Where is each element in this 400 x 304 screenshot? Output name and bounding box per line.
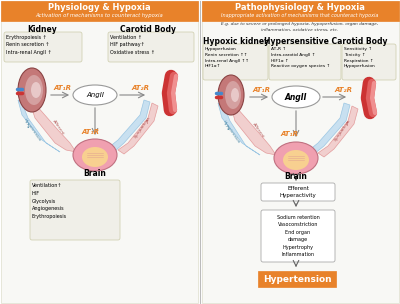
Text: Inappropriate activation of mechanisms that counteract hypoxia: Inappropriate activation of mechanisms t…	[221, 12, 379, 18]
Text: Erythropoiesis ↑
Renin secretion ↑
Intra-renal AngII ↑: Erythropoiesis ↑ Renin secretion ↑ Intra…	[6, 35, 52, 55]
Text: Kidney: Kidney	[27, 25, 57, 34]
FancyBboxPatch shape	[108, 32, 194, 62]
FancyBboxPatch shape	[261, 210, 335, 262]
FancyBboxPatch shape	[1, 1, 198, 303]
Polygon shape	[108, 100, 150, 152]
Polygon shape	[308, 103, 350, 154]
Text: Afferent: Afferent	[251, 122, 265, 138]
Text: AT₂R: AT₂R	[334, 87, 352, 93]
Ellipse shape	[18, 68, 46, 112]
Text: AngII: AngII	[86, 92, 104, 98]
Polygon shape	[231, 106, 276, 155]
Ellipse shape	[274, 142, 318, 174]
Ellipse shape	[25, 75, 43, 105]
Text: Efferent
Hyperactivity: Efferent Hyperactivity	[280, 186, 316, 198]
Text: Hypotension: Hypotension	[22, 118, 42, 142]
Text: AT₁R: AT₁R	[280, 131, 298, 137]
Text: ↑: ↑	[145, 119, 149, 125]
Text: Pathophysiology & Hypoxia: Pathophysiology & Hypoxia	[235, 4, 365, 12]
Text: Hypertension: Hypertension	[263, 275, 331, 284]
Text: Hypoperfusion
Renin secretion ↑↑
Intra-renal AngII ↑↑
HIF1α↑: Hypoperfusion Renin secretion ↑↑ Intra-r…	[205, 47, 249, 68]
Text: Activation of mechanisms to counteract hypoxia: Activation of mechanisms to counteract h…	[35, 12, 163, 18]
Text: ↓: ↓	[26, 123, 30, 129]
Ellipse shape	[218, 75, 244, 115]
Ellipse shape	[272, 86, 320, 108]
Text: Carotid Body: Carotid Body	[120, 25, 176, 34]
Polygon shape	[30, 103, 76, 152]
Text: AngII: AngII	[285, 92, 307, 102]
Text: Sensitivity ↑
Tonicity ↑
Respiration ↑
Hypoperfusion: Sensitivity ↑ Tonicity ↑ Respiration ↑ H…	[344, 47, 376, 68]
Text: Ventilation↑
HIF
Glycolysis
Angiogenesis
Erythropoiesis: Ventilation↑ HIF Glycolysis Angiogenesis…	[32, 183, 67, 219]
Text: E.g. due to severe or prolonged hypoxia, hypoperfusion, organ damage,
inflammati: E.g. due to severe or prolonged hypoxia,…	[221, 22, 379, 32]
Ellipse shape	[82, 147, 108, 167]
FancyBboxPatch shape	[269, 44, 341, 80]
Text: Brain: Brain	[84, 169, 106, 178]
FancyBboxPatch shape	[258, 271, 336, 287]
Ellipse shape	[225, 81, 241, 109]
FancyBboxPatch shape	[261, 183, 335, 201]
Text: Hypotension: Hypotension	[222, 120, 240, 144]
Polygon shape	[118, 103, 158, 154]
Ellipse shape	[73, 139, 117, 171]
FancyBboxPatch shape	[203, 44, 268, 80]
Text: Physiology & Hypoxia: Physiology & Hypoxia	[48, 4, 150, 12]
Polygon shape	[318, 106, 358, 157]
Ellipse shape	[231, 88, 239, 102]
FancyBboxPatch shape	[4, 32, 82, 62]
Text: Ventilation ↑
HIF pathway↑
Oxidative stress ↑: Ventilation ↑ HIF pathway↑ Oxidative str…	[110, 35, 155, 55]
Polygon shape	[18, 100, 60, 152]
Text: Hypoxic kidney: Hypoxic kidney	[203, 37, 269, 46]
Text: AT₁R: AT₁R	[53, 85, 71, 91]
Text: Sodium retention
Vasoconstriction
End organ
damage
Hypertrophy
Inflammation: Sodium retention Vasoconstriction End or…	[277, 215, 319, 257]
Text: AT₂R: AT₂R	[131, 85, 149, 91]
Text: AT₁R ↑
Intra-carotid AngII ↑
HIF1α ↑
Reactive oxygen species ↑: AT₁R ↑ Intra-carotid AngII ↑ HIF1α ↑ Rea…	[271, 47, 330, 68]
Ellipse shape	[73, 85, 117, 105]
FancyBboxPatch shape	[1, 1, 198, 21]
Text: Brain: Brain	[284, 172, 308, 181]
Text: ↑: ↑	[345, 123, 349, 127]
Text: Hypersensitive Carotid Body: Hypersensitive Carotid Body	[264, 37, 388, 46]
Ellipse shape	[283, 150, 309, 170]
Text: AT₁R: AT₁R	[252, 87, 270, 93]
FancyBboxPatch shape	[202, 1, 399, 303]
FancyBboxPatch shape	[202, 1, 399, 21]
Text: Sympathies: Sympathies	[134, 115, 152, 139]
Text: Sympathies: Sympathies	[334, 118, 352, 142]
Text: AT₁R: AT₁R	[81, 129, 99, 135]
Text: Afferent: Afferent	[51, 119, 65, 135]
Ellipse shape	[31, 82, 41, 98]
Polygon shape	[218, 103, 260, 155]
FancyBboxPatch shape	[342, 44, 396, 80]
FancyBboxPatch shape	[30, 180, 120, 240]
Text: ↓: ↓	[226, 126, 230, 130]
